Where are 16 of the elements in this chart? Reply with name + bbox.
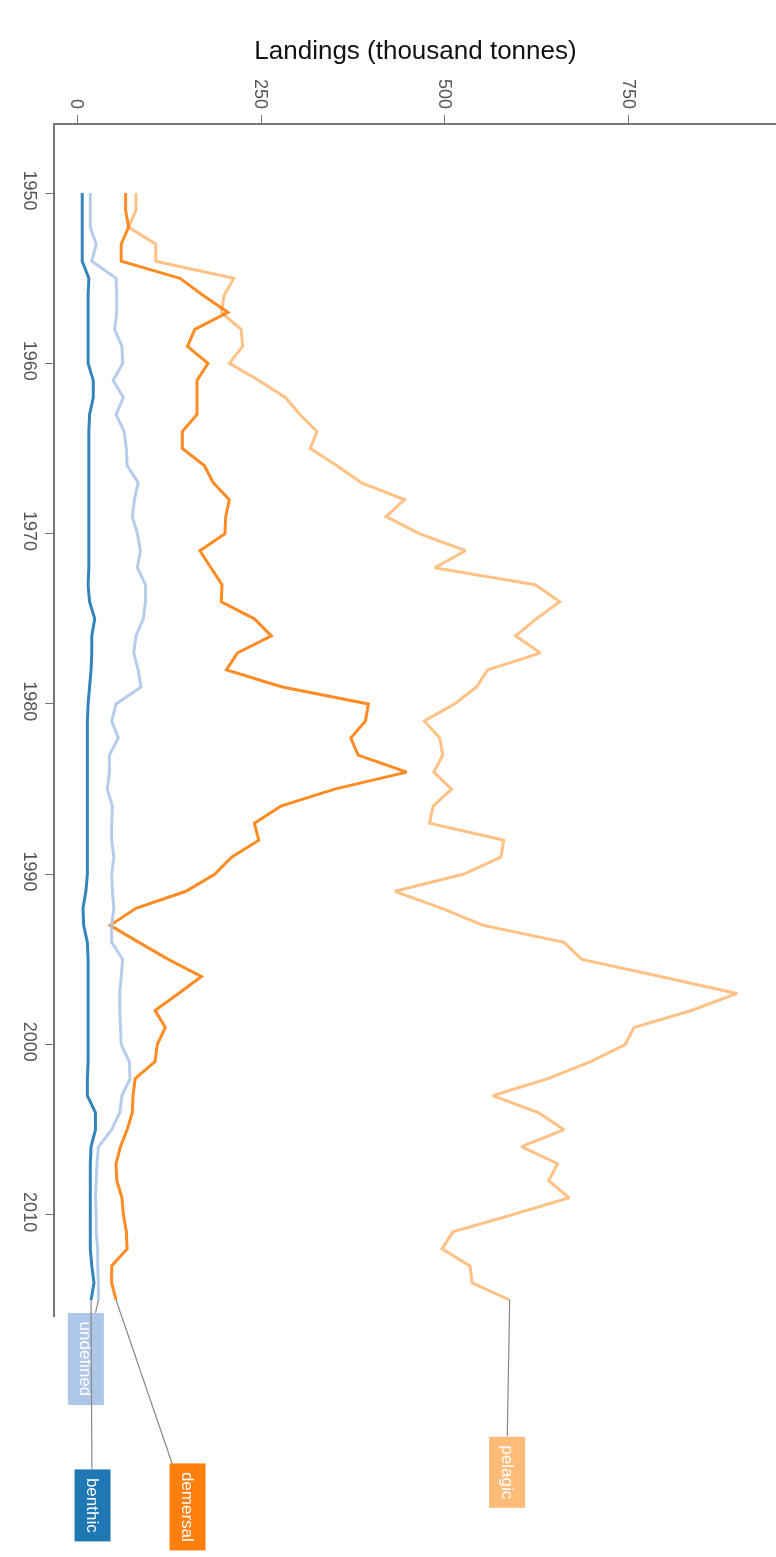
text: undefined	[76, 1321, 96, 1397]
y-axis-title: Landings (thousand tonnes)	[254, 34, 577, 65]
y-tick-label: 1990	[19, 851, 40, 892]
x-tick-label: 250	[251, 78, 272, 109]
x-tick-label: 500	[435, 78, 456, 109]
y-tick-label: 1950	[19, 170, 40, 211]
y-tick-label: 1970	[19, 510, 40, 552]
y-tick-label: 1960	[19, 340, 40, 381]
text: benthic	[83, 1477, 103, 1534]
x-tick-label: 750	[619, 78, 640, 109]
x-tick-label: 0	[67, 98, 88, 109]
y-tick-label: 1980	[19, 681, 40, 722]
y-tick-label: 2010	[19, 1192, 40, 1233]
y-tick-label: 2000	[19, 1021, 40, 1062]
text: demersal	[178, 1471, 198, 1542]
text: pelagic	[497, 1445, 517, 1500]
